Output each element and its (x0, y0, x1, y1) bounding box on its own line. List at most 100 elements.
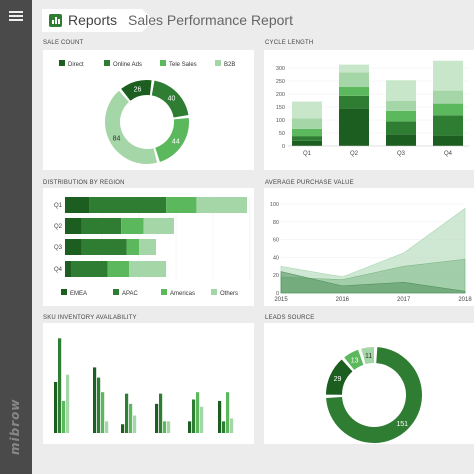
panel-distribution: Q1 Q2 Q3 Q4 EMEA APAC Americas Others (43, 188, 254, 306)
sale-slice-2 (155, 117, 189, 162)
cycle-bar-1-0 (339, 108, 369, 146)
cycle-bar-0-0 (292, 140, 322, 146)
sku-bar-2-3 (133, 415, 137, 433)
dist-legend-swatch-0 (61, 289, 67, 295)
dist-bar-0-3 (196, 197, 247, 213)
sku-bar-4-2 (196, 392, 200, 433)
legend-label-3: B2B (224, 62, 235, 68)
y-tick-3: 150 (276, 105, 285, 111)
sku-bar-0-1 (58, 338, 62, 433)
leads-chart: 151 29 13 11 (326, 347, 422, 443)
hamburger-icon[interactable] (9, 11, 23, 22)
sku-bar-2-0 (121, 424, 125, 433)
brand-logo: mibrow (8, 398, 22, 455)
cycle-bar-1-4 (339, 64, 369, 73)
y-tick-4: 200 (276, 92, 285, 98)
cycle-bar-3-1 (433, 115, 463, 136)
dist-bar-0-2 (166, 197, 197, 213)
y-tick-5: 250 (276, 79, 285, 85)
dist-legend-swatch-3 (211, 289, 217, 295)
sku-bar-1-3 (105, 421, 109, 433)
section-title-distribution: DISTRIBUTION BY REGION (43, 180, 125, 186)
leads-label-2: 13 (351, 357, 359, 364)
sku-bar-5-0 (218, 400, 222, 433)
dist-bar-2-1 (81, 239, 127, 255)
panel-leads: 151 29 13 11 (264, 323, 474, 444)
dist-bar-1-0 (65, 218, 82, 234)
y-tick-0: 0 (282, 144, 285, 150)
dist-y-tick-1: Q2 (54, 224, 63, 230)
x-tick-3: Q4 (444, 151, 453, 157)
bar-chart-icon (49, 14, 62, 27)
avg-area-0 (280, 271, 466, 294)
section-title-cycle-length: CYCLE LENGTH (265, 40, 314, 46)
cycle-bar-0-2 (292, 128, 322, 137)
legend-label-1: Online Ads (113, 62, 142, 68)
section-title-avg-purchase: AVERAGE PURCHASE VALUE (265, 180, 354, 186)
sku-bar-1-1 (97, 377, 101, 433)
dist-bar-1-2 (121, 218, 144, 234)
panel-sku (43, 323, 254, 444)
leads-slice-1 (326, 359, 353, 395)
cycle-bar-2-0 (386, 134, 416, 146)
cycle-bar-3-2 (433, 103, 463, 116)
sku-chart (54, 338, 234, 433)
dist-legend-swatch-2 (161, 289, 167, 295)
sku-bar-2-2 (129, 403, 133, 433)
cycle-bar-1-3 (339, 72, 369, 87)
distribution-chart: Q1 Q2 Q3 Q4 EMEA APAC Americas Others (54, 196, 251, 297)
dist-bar-0-0 (65, 197, 90, 213)
sku-bar-3-3 (167, 421, 171, 433)
dist-bar-0-1 (89, 197, 167, 213)
dist-legend-label-0: EMEA (70, 291, 87, 297)
sale-slice-1 (151, 80, 189, 118)
cycle-bar-1-1 (339, 95, 369, 109)
breadcrumb-reports[interactable]: Reports (42, 9, 154, 32)
section-title-leads: LEADS SOURCE (265, 315, 315, 321)
cycle-bar-3-3 (433, 90, 463, 104)
y-tick-1: 50 (279, 131, 285, 137)
avg-y-tick-4: 80 (273, 220, 279, 226)
sale-slice-3 (105, 90, 158, 164)
section-title-sale-count: SALE COUNT (43, 40, 84, 46)
sale-slice-0 (121, 80, 152, 101)
cycle-bar-2-1 (386, 121, 416, 135)
sku-bar-5-2 (226, 392, 230, 433)
breadcrumb-label: Reports (68, 12, 118, 28)
dist-bar-3-3 (129, 261, 167, 277)
sidebar: mibrow (0, 0, 32, 474)
sku-bar-5-3 (230, 418, 234, 433)
sku-bar-4-0 (188, 421, 192, 433)
sku-bar-0-3 (66, 374, 70, 433)
avg-purchase-chart: 0 20 40 60 80 100 2015 2016 2017 2018 (270, 202, 473, 303)
dist-bar-2-2 (126, 239, 140, 255)
x-tick-0: Q1 (303, 151, 312, 157)
dist-bar-2-0 (65, 239, 82, 255)
avg-x-tick-0: 2015 (274, 297, 288, 303)
sku-bar-1-0 (93, 367, 97, 433)
x-tick-1: Q2 (350, 151, 359, 157)
dist-bar-3-2 (107, 261, 130, 277)
cycle-bar-0-4 (292, 101, 322, 119)
dist-legend-label-3: Others (220, 291, 238, 297)
cycle-bar-2-3 (386, 101, 416, 111)
dist-bar-1-3 (143, 218, 174, 234)
dist-bar-1-1 (81, 218, 122, 234)
legend-swatch-1 (104, 60, 110, 66)
cycle-bar-3-0 (433, 135, 463, 146)
dist-legend-label-2: Americas (170, 291, 195, 297)
leads-slice-2 (344, 349, 364, 370)
sku-bar-5-1 (222, 421, 226, 433)
sale-count-chart: Direct Online Ads Tele Sales B2B 26 40 44 84 (59, 60, 235, 164)
sale-label-3: 84 (113, 136, 121, 143)
avg-y-tick-5: 100 (270, 202, 279, 208)
cycle-bar-0-1 (292, 136, 322, 141)
section-title-sku: SKU INVENTORY AVAILABILITY (43, 315, 137, 321)
sku-bar-4-3 (200, 406, 204, 433)
x-tick-2: Q3 (397, 151, 406, 157)
dist-bar-2-3 (139, 239, 156, 255)
avg-y-tick-3: 60 (273, 238, 279, 244)
sale-label-1: 40 (168, 95, 176, 102)
panel-sale-count: Direct Online Ads Tele Sales B2B 26 40 44 84 (43, 50, 254, 170)
y-tick-2: 100 (276, 118, 285, 124)
